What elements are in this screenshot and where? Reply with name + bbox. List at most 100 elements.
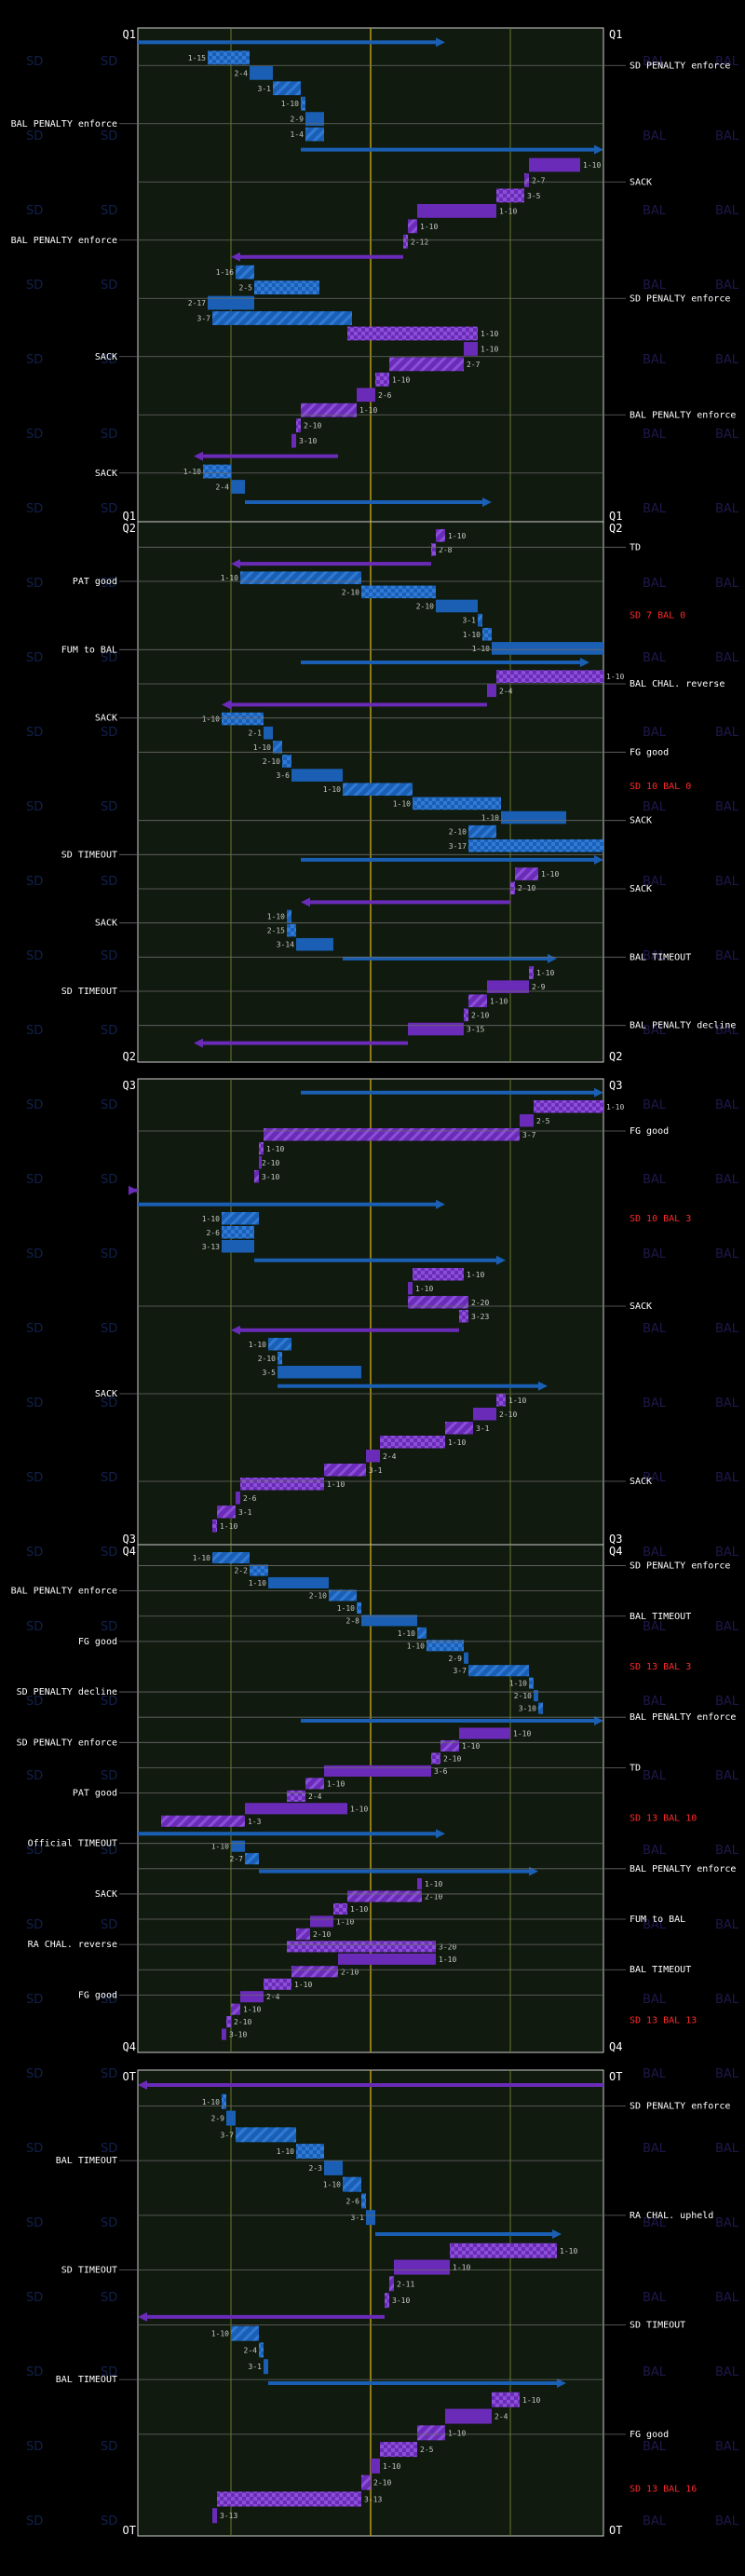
down-distance-label: 1-10 [467,1271,484,1279]
watermark-bal: BAL [643,1620,667,1634]
watermark-sd: SD [101,2365,117,2379]
bal-play-bar [459,1310,468,1323]
bal-play-bar [240,1478,324,1491]
sd-play-bar [222,1212,259,1225]
event-label: FG good [630,2430,669,2440]
down-distance-label: 1-10 [337,1604,355,1613]
watermark-sd: SD [26,353,43,367]
bal-play-bar [487,980,529,993]
down-distance-label: 1-10 [453,2264,470,2272]
down-distance-label: 1-10 [266,1145,284,1153]
sd-kick-arrowhead [482,497,492,507]
bal-play-bar [380,1436,445,1449]
sd-kick-arrowhead [496,1255,506,1265]
down-distance-label: 1-10 [583,161,601,170]
down-distance-label: 2-2 [235,1567,249,1575]
watermark-sd: SD [26,279,43,293]
down-distance-label: 2-10 [313,1930,331,1939]
bal-play-bar [515,867,538,880]
down-distance-label: 2-9 [449,1655,463,1663]
watermark-bal: BAL [715,2291,739,2305]
bal-play-bar [510,881,515,894]
down-distance-label: 3-13 [364,2495,382,2503]
sd-play-bar [357,1601,361,1614]
bal-play-bar [287,1790,305,1802]
sd-kick-arrowhead [436,1829,445,1839]
down-distance-label: 2-7 [467,361,481,369]
event-label: Official TIMEOUT [28,1839,117,1849]
down-distance-label: 1-15 [188,54,206,62]
sd-play-bar [273,81,301,96]
bal-play-bar [417,1878,422,1890]
down-distance-label: 1-10 [463,631,481,639]
watermark-sd: SD [101,502,117,516]
down-distance-label: 2-6 [207,1229,221,1237]
bal-play-bar [347,326,478,341]
down-distance-label: 1-10 [472,645,490,653]
bal-play-bar [217,1506,236,1519]
watermark-bal: BAL [643,726,667,740]
sd-kick-arrowhead [594,144,603,155]
period-label-top-right: Q3 [609,1079,622,1092]
sd-play-bar [366,2210,375,2226]
bal-kick-arrowhead [231,252,240,262]
sd-play-bar [278,1352,282,1365]
period-label-top-right: Q1 [609,28,622,41]
bal-play-bar [496,188,524,203]
sd-play-bar [492,642,603,655]
sd-kick-arrowhead [580,658,589,668]
down-distance-label: 3-14 [277,941,294,949]
down-distance-label: 3-7 [221,2131,235,2139]
watermark-bal: BAL [715,1546,739,1560]
sd-play-bar [282,755,291,768]
bal-play-bar [413,1268,464,1281]
bal-play-bar [487,684,496,698]
watermark-sd: SD [101,800,117,814]
bal-play-bar [264,1978,291,1990]
down-distance-label: 1-3 [248,1818,262,1826]
watermark-bal: BAL [715,949,739,963]
bal-kick-arrowhead [129,1185,138,1195]
sd-play-bar [268,1338,291,1351]
down-distance-label: 3-10 [519,1705,536,1713]
sd-play-bar [212,1552,250,1564]
down-distance-label: 1-10 [439,1956,456,1964]
bal-kick-arrowhead [138,2311,147,2322]
watermark-bal: BAL [643,2440,667,2454]
bal-play-bar [473,1408,496,1421]
sd-play-bar [468,1665,529,1677]
watermark-bal: BAL [643,1993,667,2007]
watermark-sd: SD [101,875,117,889]
watermark-sd: SD [26,1247,43,1261]
down-distance-label: 2-10 [262,1159,279,1167]
watermark-sd: SD [26,1471,43,1485]
bal-play-bar [468,994,487,1008]
sd-play-bar [231,480,245,494]
event-label: BAL PENALTY enforce [630,1864,736,1874]
event-label: BAL TIMEOUT [630,1612,691,1622]
sd-play-bar [203,464,231,479]
down-distance-label: 1-10 [393,799,411,808]
bal-play-bar [380,2442,417,2458]
period-label-top-right: Q4 [609,1545,622,1558]
bal-kick-arrowhead [222,700,231,710]
down-distance-label: 3-6 [277,771,291,780]
sd-kick-arrowhead [552,2229,562,2239]
sd-play-bar [222,1226,254,1239]
watermark-sd: SD [101,651,117,665]
down-distance-label: 2-10 [263,757,280,766]
watermark-sd: SD [101,1098,117,1112]
event-label: SD 13 BAL 10 [630,1814,697,1824]
sd-play-bar [278,1366,361,1379]
sd-play-bar [413,797,501,811]
down-distance-label: 1-10 [211,1843,229,1851]
sd-play-bar [287,923,296,937]
down-distance-label: 3-1 [238,1508,252,1517]
watermark-bal: BAL [643,55,667,69]
bal-play-bar [459,1727,510,1739]
watermark-bal: BAL [643,651,667,665]
bal-play-bar [287,1941,436,1953]
event-label: SACK [630,177,652,187]
bal-kick-arrowhead [301,897,310,907]
down-distance-label: 2-4 [235,69,249,77]
